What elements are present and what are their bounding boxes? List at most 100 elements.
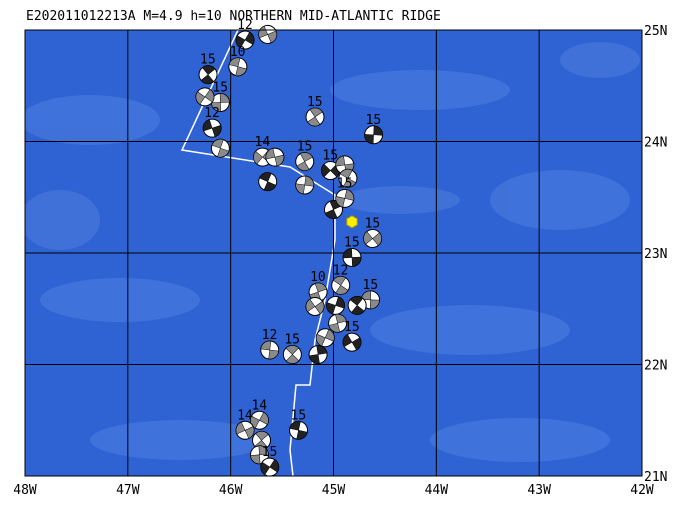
compressional-quadrant (342, 334, 353, 348)
depth-label: 15 (366, 113, 382, 128)
compressional-quadrant (369, 299, 380, 310)
compressional-quadrant (372, 232, 382, 246)
depth-label: 10 (310, 270, 326, 285)
focal-mechanism (258, 172, 278, 192)
compressional-quadrant (342, 248, 353, 259)
compressional-quadrant (351, 337, 362, 351)
depth-label: 14 (255, 135, 271, 150)
lat-tick-label: 25N (644, 24, 667, 39)
depth-label: 12 (237, 18, 253, 33)
compressional-quadrant (296, 429, 308, 440)
depth-label: 15 (212, 80, 228, 95)
compressional-quadrant (332, 276, 347, 286)
compressional-quadrant (349, 296, 364, 306)
depth-label: 15 (365, 217, 381, 232)
compressional-quadrant (217, 147, 230, 158)
compressional-quadrant (202, 119, 213, 132)
focal-mechanism (210, 92, 230, 112)
depth-label: 15 (322, 148, 338, 163)
compressional-quadrant (363, 231, 373, 245)
compressional-quadrant (258, 445, 269, 456)
depth-label: 14 (237, 408, 253, 423)
compressional-quadrant (289, 421, 301, 431)
focal-mechanism (305, 107, 325, 127)
depth-label: 14 (251, 398, 267, 413)
compressional-quadrant (314, 301, 325, 315)
lat-tick-label: 23N (644, 247, 667, 262)
map-title: E202011012213A M=4.9 h=10 NORTHERN MID-A… (26, 9, 441, 24)
focal-mechanism (347, 295, 367, 315)
depth-label: 15 (337, 176, 353, 191)
compressional-quadrant (316, 345, 328, 355)
compressional-quadrant (244, 426, 255, 439)
focal-mechanism (342, 247, 362, 267)
focal-mechanism (305, 297, 325, 317)
compressional-quadrant (268, 349, 279, 360)
compressional-quadrant (258, 25, 269, 39)
depth-label: 15 (200, 53, 216, 68)
compressional-quadrant (351, 305, 365, 315)
depth-label: 15 (307, 95, 323, 110)
compressional-quadrant (295, 183, 305, 195)
depth-label: 12 (333, 263, 349, 278)
compressional-quadrant (204, 89, 215, 103)
epicenter (346, 215, 358, 229)
focal-mechanism (198, 65, 218, 85)
compressional-quadrant (309, 107, 323, 118)
depth-label: 15 (297, 140, 313, 155)
compressional-quadrant (335, 313, 347, 324)
compressional-quadrant (219, 93, 230, 103)
compressional-quadrant (324, 209, 338, 219)
focal-mechanism (331, 275, 351, 295)
compressional-quadrant (263, 181, 277, 191)
lon-tick-label: 48W (13, 483, 37, 498)
map-frame (24, 29, 643, 477)
compressional-quadrant (285, 345, 299, 355)
focal-mechanism (342, 332, 362, 352)
compressional-quadrant (265, 148, 276, 160)
compressional-quadrant (255, 431, 269, 441)
focal-mechanism (282, 344, 302, 364)
compressional-quadrant (211, 138, 224, 149)
compressional-quadrant (202, 65, 216, 75)
compressional-quadrant (235, 35, 246, 49)
compressional-quadrant (335, 296, 345, 309)
compressional-quadrant (304, 175, 314, 187)
focal-mechanism (260, 457, 280, 477)
compressional-quadrant (314, 282, 327, 293)
focal-mechanism (308, 344, 328, 364)
compressional-quadrant (308, 354, 320, 364)
depth-label: 12 (262, 328, 278, 343)
lat-tick-label: 24N (644, 136, 667, 151)
lon-tick-label: 45W (322, 483, 346, 498)
compressional-quadrant (211, 125, 222, 137)
depth-label: 15 (344, 235, 360, 250)
plate-boundary (180, 30, 336, 476)
compressional-quadrant (260, 340, 272, 351)
compressional-quadrant (269, 459, 279, 473)
compressional-quadrant (339, 169, 353, 179)
compressional-quadrant (244, 31, 255, 45)
focal-mechanism (235, 30, 255, 50)
compressional-quadrant (326, 302, 336, 315)
focal-mechanism (295, 175, 315, 195)
focal-mechanisms: 12 10 15 15 12 15 15 14 15 15 15 15 15 12 10 15 15 12 15 14… (195, 18, 384, 477)
compressional-quadrant (344, 189, 355, 201)
focal-mechanism (249, 445, 269, 465)
compressional-quadrant (259, 411, 269, 425)
compressional-quadrant (364, 134, 374, 145)
focal-mechanism (202, 118, 222, 138)
focal-mechanism (260, 340, 280, 360)
compressional-quadrant (235, 66, 247, 77)
compressional-quadrant (300, 152, 313, 162)
compressional-quadrant (228, 57, 241, 68)
lat-tick-label: 21N (644, 470, 667, 485)
compressional-quadrant (296, 161, 310, 171)
compressional-quadrant (335, 196, 346, 208)
depth-label: 12 (204, 106, 220, 121)
compressional-quadrant (335, 284, 349, 295)
compressional-quadrant (259, 172, 272, 182)
compressional-quadrant (335, 155, 346, 167)
compressional-quadrant (305, 298, 316, 313)
